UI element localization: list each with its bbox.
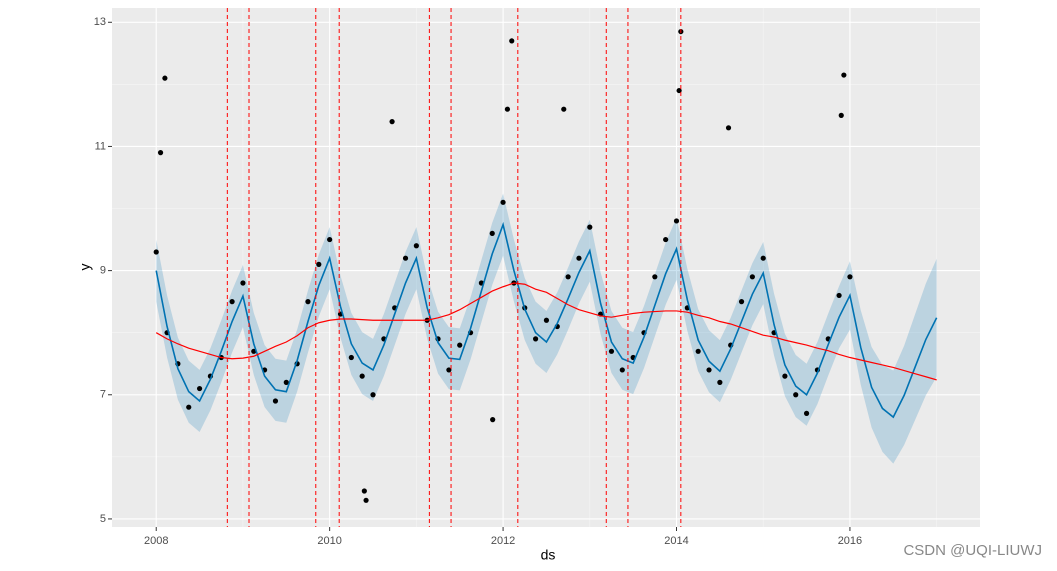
observation xyxy=(305,299,311,305)
observation xyxy=(608,348,615,354)
observation xyxy=(619,367,625,373)
observation xyxy=(782,373,788,379)
x-tick-label: 2016 xyxy=(838,535,862,547)
watermark: CSDN @UQI-LIUWJ xyxy=(903,542,1042,559)
observation xyxy=(186,404,192,410)
observation xyxy=(361,488,367,494)
observation xyxy=(738,299,745,305)
y-tick-label: 7 xyxy=(100,389,106,401)
observation xyxy=(565,274,571,280)
observation xyxy=(841,72,847,78)
observation xyxy=(760,255,766,261)
observation xyxy=(153,249,159,255)
observation xyxy=(663,236,669,243)
observation xyxy=(504,106,511,112)
observation xyxy=(446,367,452,373)
x-tick-label: 2008 xyxy=(144,535,168,547)
y-tick-label: 9 xyxy=(100,265,106,277)
observation xyxy=(283,379,289,385)
observation xyxy=(749,274,755,280)
observation xyxy=(457,342,463,348)
observation xyxy=(363,497,369,503)
observation xyxy=(587,224,593,230)
observation xyxy=(327,236,333,243)
observation xyxy=(490,416,496,423)
observation xyxy=(803,410,810,416)
observation xyxy=(695,348,701,354)
observation xyxy=(348,354,354,361)
observation xyxy=(402,255,409,261)
observation xyxy=(272,398,279,404)
observation xyxy=(706,367,712,373)
y-tick-label: 11 xyxy=(95,140,106,152)
observation xyxy=(847,274,853,280)
observation xyxy=(576,255,582,261)
observation xyxy=(725,125,732,131)
observation xyxy=(157,150,164,156)
observation xyxy=(717,379,723,385)
observation xyxy=(793,392,799,398)
y-tick-label: 5 xyxy=(100,513,106,525)
observation xyxy=(500,199,506,205)
x-tick-label: 2010 xyxy=(317,535,341,547)
observation xyxy=(543,317,550,323)
panel xyxy=(112,8,980,527)
observation xyxy=(509,38,515,44)
observation xyxy=(838,112,844,119)
observation xyxy=(652,274,658,280)
observation xyxy=(316,261,322,267)
y-axis-title: y xyxy=(77,264,93,271)
forecast-line xyxy=(155,221,938,419)
observation xyxy=(162,75,168,81)
y-tick-label: 13 xyxy=(94,16,106,28)
observation xyxy=(240,280,246,286)
observation xyxy=(532,336,539,342)
x-tick-label: 2012 xyxy=(491,535,515,547)
trend-line xyxy=(155,282,937,381)
observation xyxy=(676,87,682,94)
observation xyxy=(489,230,495,236)
observation xyxy=(370,392,376,398)
observation xyxy=(389,119,395,125)
observation xyxy=(673,218,680,224)
observation xyxy=(229,299,235,305)
observation xyxy=(359,373,365,379)
observation xyxy=(413,243,419,249)
observation xyxy=(836,292,842,299)
observation xyxy=(561,106,567,112)
observation xyxy=(196,385,203,392)
uncertainty-band xyxy=(156,193,937,464)
x-tick-label: 2014 xyxy=(664,535,688,547)
x-axis-title: ds xyxy=(541,547,556,563)
